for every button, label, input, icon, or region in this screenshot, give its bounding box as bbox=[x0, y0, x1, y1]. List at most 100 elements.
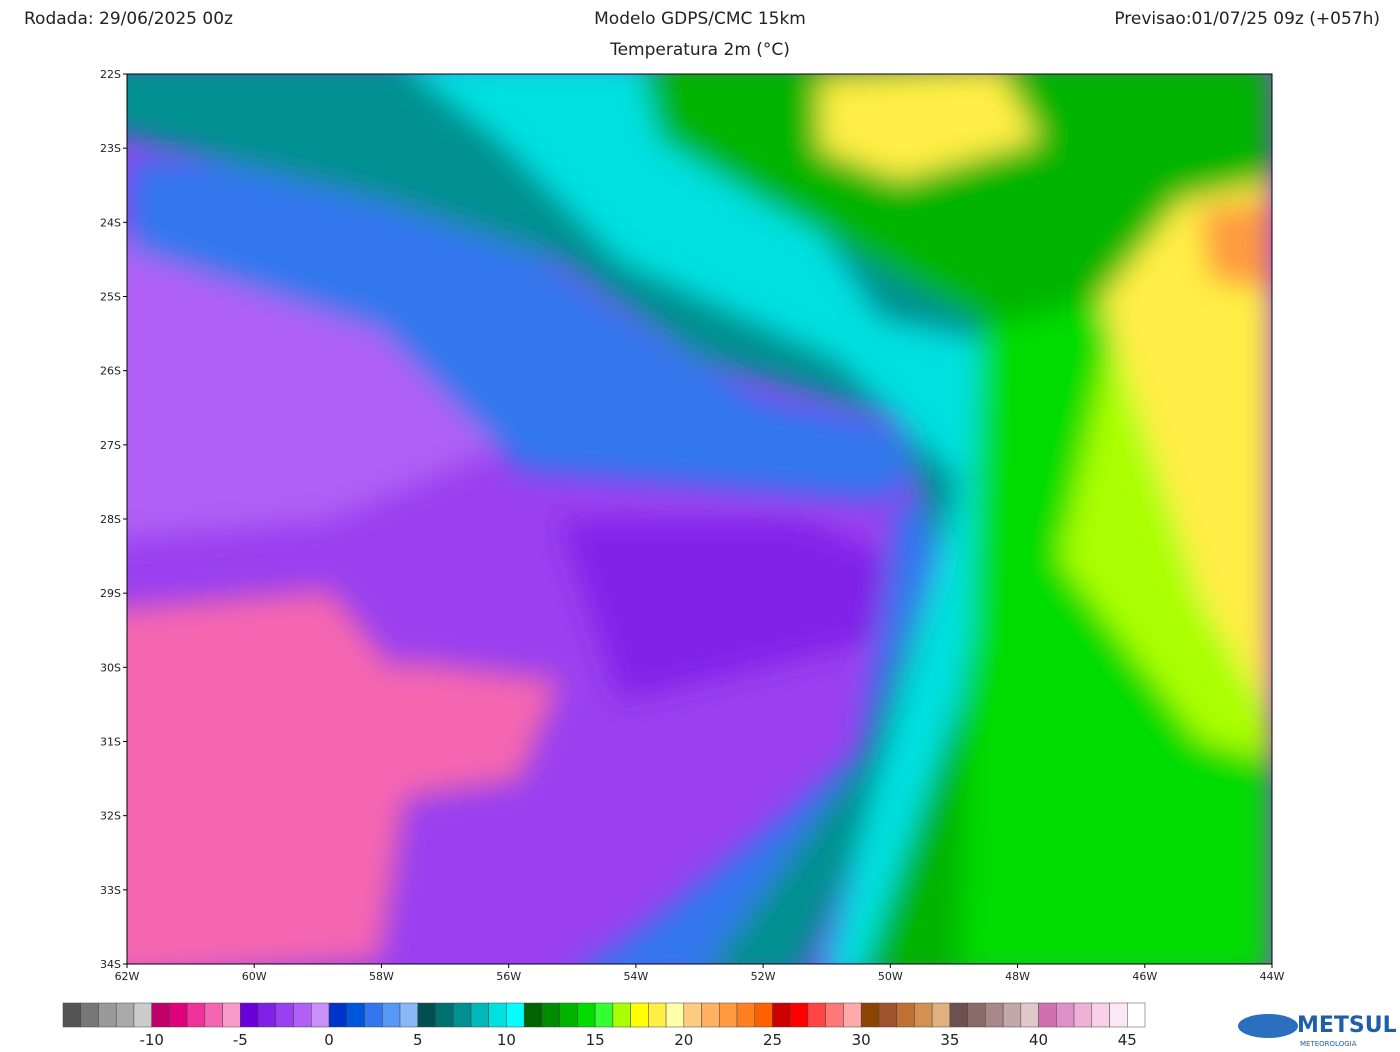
y-tick-label: 27S bbox=[100, 439, 121, 452]
colorbar-swatch bbox=[1020, 1002, 1039, 1028]
colorbar-swatch bbox=[311, 1002, 330, 1028]
colorbar-label: -5 bbox=[233, 1031, 248, 1049]
colorbar-swatch bbox=[594, 1002, 614, 1028]
colorbar-swatch bbox=[1056, 1002, 1075, 1028]
colorbar-label: 5 bbox=[413, 1031, 423, 1049]
colorbar-swatch bbox=[62, 1002, 81, 1028]
y-tick-label: 33S bbox=[100, 884, 121, 897]
colorbar-swatch bbox=[914, 1002, 933, 1028]
colorbar-swatch bbox=[559, 1002, 578, 1028]
colorbar-swatch bbox=[1038, 1002, 1057, 1028]
colorbar-label: 45 bbox=[1118, 1031, 1137, 1049]
temperature-field bbox=[127, 74, 1272, 964]
colorbar-label: 40 bbox=[1029, 1031, 1048, 1049]
x-tick-label: 46W bbox=[1132, 970, 1157, 983]
forecast-label: Previsao:01/07/25 09z (+057h) bbox=[1114, 9, 1380, 29]
x-tick-label: 44W bbox=[1260, 970, 1285, 983]
y-tick-label: 28S bbox=[100, 513, 121, 526]
x-tick-label: 56W bbox=[496, 970, 521, 983]
colorbar-swatch bbox=[772, 1002, 791, 1028]
x-tick-label: 60W bbox=[242, 970, 267, 983]
colorbar-swatch bbox=[985, 1002, 1004, 1028]
colorbar-swatch bbox=[701, 1002, 720, 1028]
colorbar-swatch bbox=[967, 1002, 986, 1028]
colorbar-label: 30 bbox=[852, 1031, 871, 1049]
colorbar-swatch bbox=[98, 1002, 117, 1028]
colorbar-swatch bbox=[683, 1002, 702, 1028]
variable-label: Temperatura 2m (°C) bbox=[609, 40, 790, 60]
colorbar-swatch bbox=[488, 1002, 507, 1028]
colorbar-swatch bbox=[789, 1002, 809, 1028]
y-tick-label: 32S bbox=[100, 810, 121, 823]
colorbar-swatch bbox=[364, 1002, 383, 1028]
colorbar-swatch bbox=[665, 1002, 685, 1028]
colorbar-swatch bbox=[648, 1002, 667, 1028]
y-tick-label: 22S bbox=[100, 68, 121, 81]
y-tick-label: 31S bbox=[100, 736, 121, 749]
colorbar-swatch bbox=[204, 1002, 223, 1028]
colorbar-swatch bbox=[896, 1002, 915, 1028]
colorbar-label: 10 bbox=[497, 1031, 516, 1049]
colorbar-swatch bbox=[1109, 1002, 1128, 1028]
colorbar-label: 20 bbox=[674, 1031, 693, 1049]
colorbar-swatch bbox=[435, 1002, 454, 1028]
logo-sub: METEOROLOGIA bbox=[1300, 1040, 1357, 1048]
colorbar-swatch bbox=[1091, 1002, 1110, 1028]
logo-name: METSUL bbox=[1297, 1013, 1397, 1038]
colorbar-label: 25 bbox=[763, 1031, 782, 1049]
colorbar-swatch bbox=[630, 1002, 649, 1028]
y-tick-label: 26S bbox=[100, 365, 121, 378]
colorbar-swatch bbox=[186, 1002, 206, 1028]
colorbar-swatch bbox=[133, 1002, 152, 1028]
y-tick-label: 25S bbox=[100, 291, 121, 304]
run-label: Rodada: 29/06/2025 00z bbox=[24, 9, 233, 29]
colorbar-swatch bbox=[80, 1002, 99, 1028]
y-tick-label: 24S bbox=[100, 216, 121, 229]
colorbar-swatch bbox=[151, 1002, 170, 1028]
colorbar-swatch bbox=[1002, 1002, 1022, 1028]
x-tick-label: 52W bbox=[751, 970, 776, 983]
colorbar-swatch bbox=[736, 1002, 756, 1028]
y-tick-label: 29S bbox=[100, 587, 121, 600]
colorbar-swatch bbox=[523, 1002, 543, 1028]
x-tick-label: 58W bbox=[369, 970, 394, 983]
colorbar-swatch bbox=[825, 1002, 844, 1028]
logo-globe bbox=[1238, 1014, 1298, 1038]
colorbar-swatch bbox=[240, 1002, 259, 1028]
x-tick-label: 50W bbox=[878, 970, 903, 983]
colorbar-swatch bbox=[541, 1002, 560, 1028]
x-tick-label: 48W bbox=[1005, 970, 1030, 983]
y-tick-label: 23S bbox=[100, 142, 121, 155]
x-tick-label: 62W bbox=[115, 970, 140, 983]
colorbar-swatch bbox=[346, 1002, 365, 1028]
colorbar-swatch bbox=[754, 1002, 773, 1028]
y-tick-label: 34S bbox=[100, 958, 121, 971]
colorbar-swatch bbox=[417, 1002, 436, 1028]
colorbar-swatch bbox=[931, 1002, 951, 1028]
colorbar-swatch bbox=[399, 1002, 419, 1028]
colorbar-swatch bbox=[452, 1002, 472, 1028]
colorbar-swatch bbox=[115, 1002, 135, 1028]
colorbar-swatch bbox=[275, 1002, 294, 1028]
colorbar-swatch bbox=[843, 1002, 862, 1028]
x-tick-label: 54W bbox=[623, 970, 648, 983]
colorbar-swatch bbox=[257, 1002, 277, 1028]
colorbar-swatch bbox=[878, 1002, 897, 1028]
colorbar-swatch bbox=[577, 1002, 596, 1028]
colorbar-label: 35 bbox=[940, 1031, 959, 1049]
colorbar-label: 15 bbox=[586, 1031, 605, 1049]
colorbar-swatch bbox=[328, 1002, 348, 1028]
colorbar-swatch bbox=[506, 1002, 525, 1028]
colorbar-swatch bbox=[382, 1002, 401, 1028]
colorbar-swatch bbox=[1073, 1002, 1093, 1028]
colorbar-swatch bbox=[860, 1002, 880, 1028]
colorbar-swatch bbox=[169, 1002, 188, 1028]
colorbar-label: 0 bbox=[324, 1031, 334, 1049]
y-tick-label: 30S bbox=[100, 661, 121, 674]
colorbar-swatch bbox=[293, 1002, 312, 1028]
colorbar-swatch bbox=[719, 1002, 738, 1028]
colorbar-swatch bbox=[612, 1002, 631, 1028]
colorbar-swatch bbox=[222, 1002, 241, 1028]
model-label: Modelo GDPS/CMC 15km bbox=[594, 9, 806, 29]
